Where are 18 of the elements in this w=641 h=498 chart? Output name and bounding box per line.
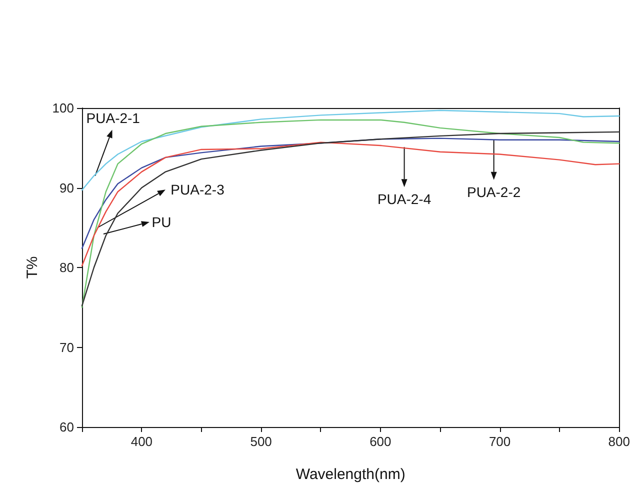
y-tick-label: 60	[60, 420, 74, 434]
annotation: PUA-2-2	[466, 184, 521, 200]
y-tick-label: 80	[60, 260, 74, 275]
x-tick-label: 500	[250, 434, 272, 449]
annotation: PUA-2-3	[170, 182, 225, 198]
line-series	[81, 142, 620, 267]
annotation: PUA-2-1	[86, 110, 140, 126]
x-tick-label: 400	[130, 434, 153, 449]
x-axis-title: Wavelength(nm)	[296, 466, 406, 483]
y-tick-label: 90	[60, 180, 74, 196]
annotation: PU	[152, 214, 172, 230]
x-tick-label: 600	[370, 434, 392, 449]
y-tick-label: 100	[52, 100, 74, 116]
annotation: PUA-2-4	[377, 191, 432, 208]
x-tick-label: 700	[488, 434, 511, 449]
y-tick-label: 70	[60, 340, 74, 355]
x-tick-label: 800	[608, 434, 630, 449]
y-axis-title: T%	[24, 256, 41, 279]
